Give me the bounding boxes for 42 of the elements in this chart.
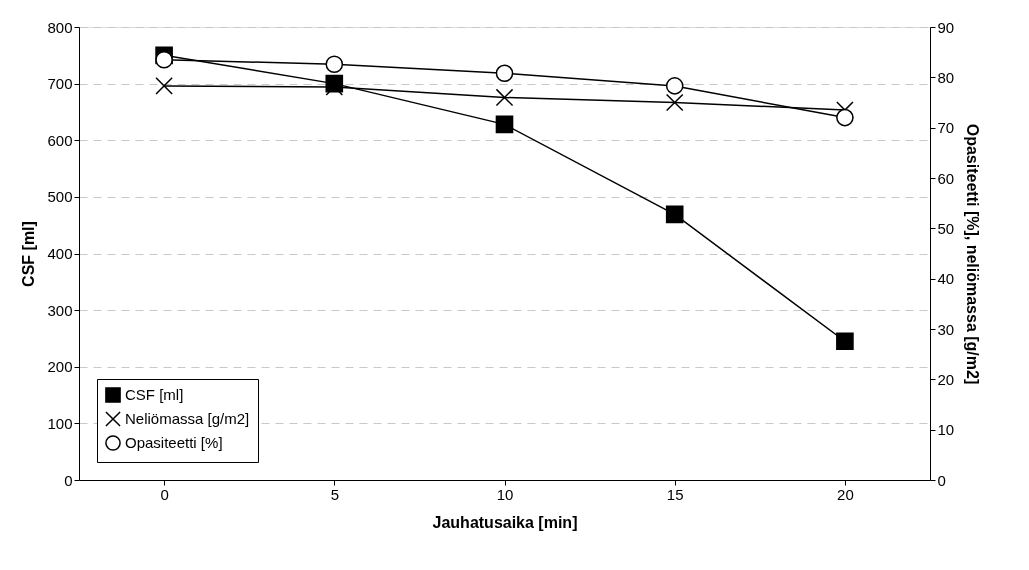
- legend-label: Opasiteetti [%]: [125, 434, 223, 451]
- y2-axis-title: Opasiteetti [%], neliömassa [g/m2]: [964, 123, 982, 385]
- point: [665, 93, 684, 112]
- y-tick-label: 800: [47, 18, 73, 36]
- y2-tick-label: 20: [937, 370, 955, 388]
- point: [495, 64, 514, 83]
- point: [495, 115, 514, 134]
- point: [325, 55, 344, 74]
- x-tick-label: 0: [160, 485, 169, 503]
- y-tick-label: 500: [47, 188, 73, 206]
- point: [836, 332, 854, 351]
- y2-tick-label: 10: [937, 421, 955, 439]
- y2-tick-label: 60: [937, 169, 955, 187]
- x-tick-label: 5: [330, 485, 339, 503]
- x-tick-label: 15: [666, 485, 684, 503]
- y2-tick-label: 30: [937, 320, 955, 338]
- x-tick-label: 10: [496, 485, 514, 503]
- y2-tick-label: 80: [937, 68, 955, 86]
- y-tick-label: 600: [47, 131, 73, 149]
- y2-tick-label: 40: [937, 270, 955, 288]
- point: [155, 77, 173, 95]
- y2-tick-label: 50: [937, 219, 955, 237]
- point: [665, 77, 684, 95]
- y-axis-title: CSF [ml]: [20, 221, 38, 287]
- y-tick-label: 400: [47, 245, 73, 262]
- legend-label: Neliömassa [g/m2]: [125, 410, 250, 427]
- y-tick-label: 700: [47, 75, 73, 93]
- point: [665, 205, 684, 224]
- y2-tick-label: 90: [937, 18, 955, 36]
- point: [155, 50, 173, 69]
- y-tick-label: 300: [47, 301, 73, 319]
- y-tick-label: 200: [47, 358, 73, 376]
- point: [836, 108, 854, 127]
- x-axis-title: Jauhatusaika [min]: [432, 513, 578, 531]
- y-tick-label: 0: [64, 471, 73, 489]
- x-tick-label: 20: [837, 485, 854, 503]
- y2-tick-label: 0: [937, 471, 946, 489]
- y2-tick-label: 70: [937, 119, 955, 137]
- legend-label: CSF [ml]: [125, 386, 184, 403]
- y-tick-label: 100: [47, 414, 73, 432]
- point: [495, 88, 514, 107]
- point: [325, 78, 344, 96]
